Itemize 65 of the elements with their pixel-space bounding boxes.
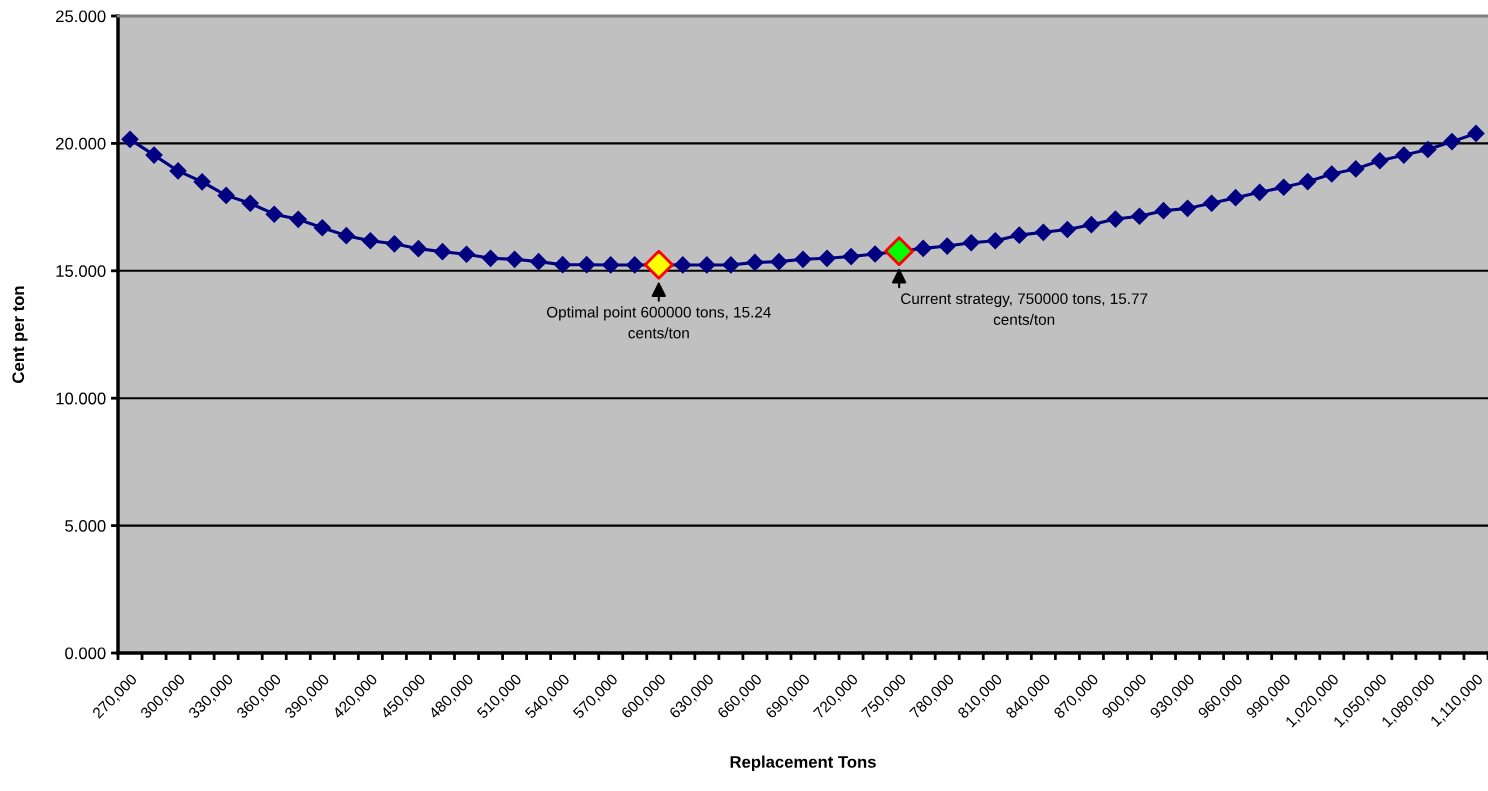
point: [1010, 226, 1028, 244]
point: [385, 235, 403, 253]
point: [1203, 194, 1221, 212]
point: [842, 247, 860, 266]
annotation: Current strategy, 750000 tons, 15.77 cents/ton: [901, 293, 1148, 325]
y-tick-label: 0.000: [65, 647, 106, 660]
point: [193, 173, 211, 191]
point: [530, 253, 548, 271]
point: [1251, 183, 1269, 201]
point: [1034, 223, 1052, 241]
point: [578, 256, 596, 274]
point: [1227, 189, 1245, 207]
point: [241, 194, 259, 212]
y-axis-title: Cent per ton: [12, 286, 28, 383]
point: [674, 256, 692, 274]
point: [409, 240, 427, 258]
point: [938, 237, 956, 255]
point: [1467, 124, 1485, 143]
point: [145, 146, 163, 164]
point: [1082, 216, 1100, 234]
point: [602, 256, 620, 274]
point: [217, 186, 235, 204]
point: [265, 205, 283, 223]
point: [1154, 202, 1173, 220]
y-tick-label: 20.000: [56, 137, 106, 150]
point: [457, 245, 476, 263]
point: [1106, 210, 1125, 228]
x-axis-title: Replacement Tons: [730, 755, 876, 772]
y-tick-label: 5.000: [65, 520, 106, 532]
point: [1419, 140, 1437, 159]
point: [1275, 178, 1293, 196]
point: [169, 162, 187, 180]
point: [626, 256, 644, 274]
point: [698, 256, 716, 274]
y-tick-label: 10.000: [56, 392, 106, 405]
point: [986, 232, 1004, 250]
y-tick-label: 25.000: [56, 10, 106, 23]
point: [554, 256, 572, 274]
point: [313, 219, 331, 237]
point: [1179, 199, 1197, 217]
point: [1347, 160, 1365, 178]
point: [361, 232, 379, 250]
point: [866, 245, 884, 263]
point: [1371, 152, 1389, 170]
point: [481, 249, 500, 267]
point: [121, 130, 139, 148]
point: [1058, 220, 1076, 239]
annotation: Optimal point 600000 tons, 15.24 cents/ton: [546, 306, 771, 339]
point: [1395, 146, 1413, 164]
point: [289, 210, 307, 228]
y-tick-label: 15.000: [56, 265, 106, 277]
point: [1323, 165, 1341, 183]
point: [1130, 207, 1149, 225]
point: [818, 249, 836, 267]
point: [746, 253, 764, 271]
point: [722, 256, 740, 274]
point: [962, 234, 980, 252]
point: [506, 250, 524, 268]
point: [770, 253, 788, 271]
point: [1299, 173, 1317, 191]
point: [337, 227, 355, 245]
point: [914, 239, 932, 257]
point: [794, 250, 812, 268]
point: [1443, 133, 1461, 151]
point: [433, 243, 452, 261]
